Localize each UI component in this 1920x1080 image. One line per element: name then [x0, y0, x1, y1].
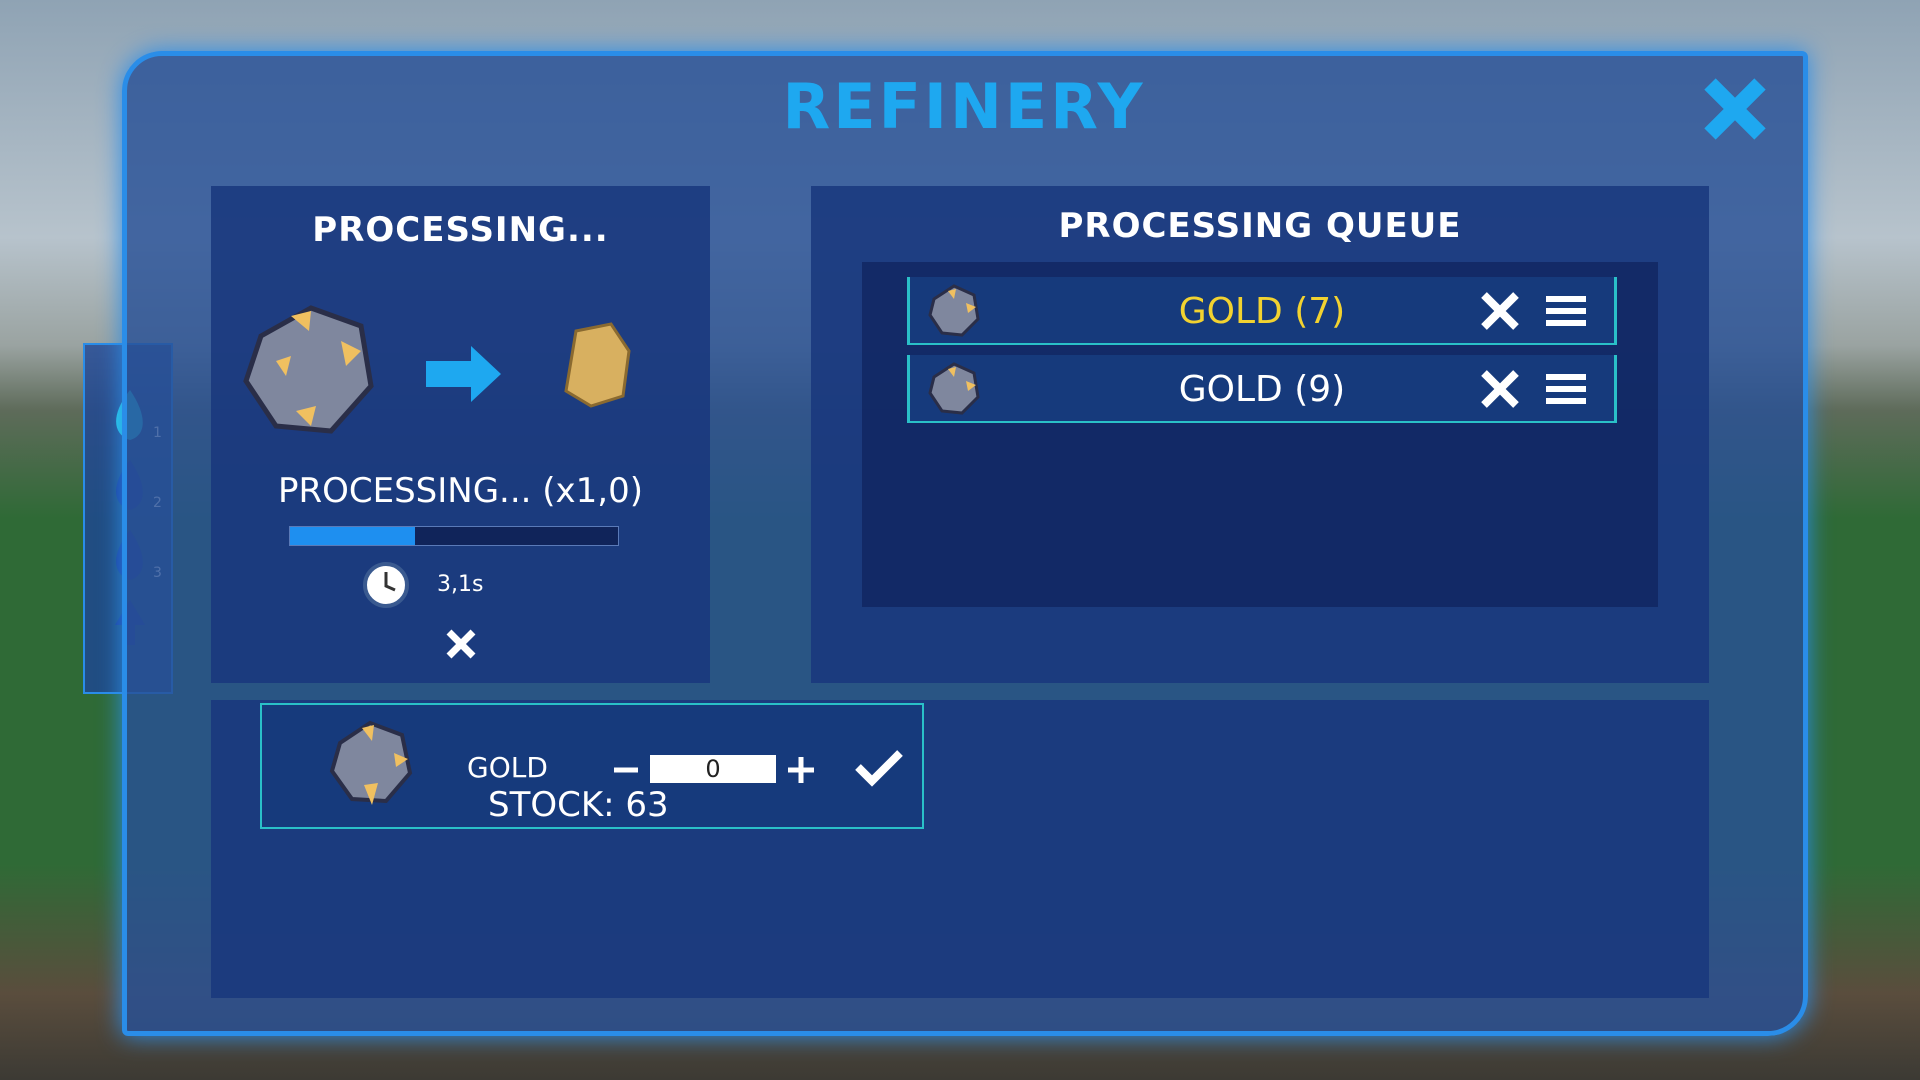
recipe-name: GOLD: [467, 751, 548, 784]
confirm-button[interactable]: [854, 747, 904, 787]
cancel-button[interactable]: [443, 626, 479, 662]
timer: 3,1s: [437, 572, 484, 597]
ore-icon: [928, 284, 980, 337]
close-button[interactable]: [1702, 76, 1768, 142]
recipe-card: GOLD 0 STOCK: 63: [260, 703, 924, 829]
queue-item-label: GOLD (7): [1178, 291, 1346, 332]
item-actions[interactable]: [1480, 369, 1590, 409]
panel-title: PROCESSING QUEUE: [1058, 206, 1462, 246]
amount-stepper[interactable]: [610, 753, 830, 787]
queue-item[interactable]: GOLD (9): [907, 355, 1617, 423]
ore-icon: [928, 362, 980, 415]
progress-track: [289, 526, 619, 546]
processing-panel: PROCESSING... PROCESSING... (x1,0) 3,1s: [211, 186, 710, 683]
queue-panel: PROCESSING QUEUE: [811, 186, 1709, 683]
queue-item[interactable]: GOLD (7): [907, 277, 1617, 345]
window-title: REFINERY: [782, 70, 1146, 143]
queue-item-label: GOLD (9): [1178, 369, 1346, 410]
conversion-icons: [243, 305, 631, 434]
amount-input[interactable]: 0: [705, 755, 721, 783]
recipe-stock: STOCK: 63: [488, 785, 669, 825]
progress-fill: [290, 527, 415, 545]
item-actions[interactable]: [1480, 291, 1590, 331]
processing-status: PROCESSING... (x1,0): [277, 471, 644, 511]
clock-icon: [363, 562, 409, 608]
panel-title: PROCESSING...: [312, 210, 609, 250]
ore-icon: [329, 720, 413, 805]
